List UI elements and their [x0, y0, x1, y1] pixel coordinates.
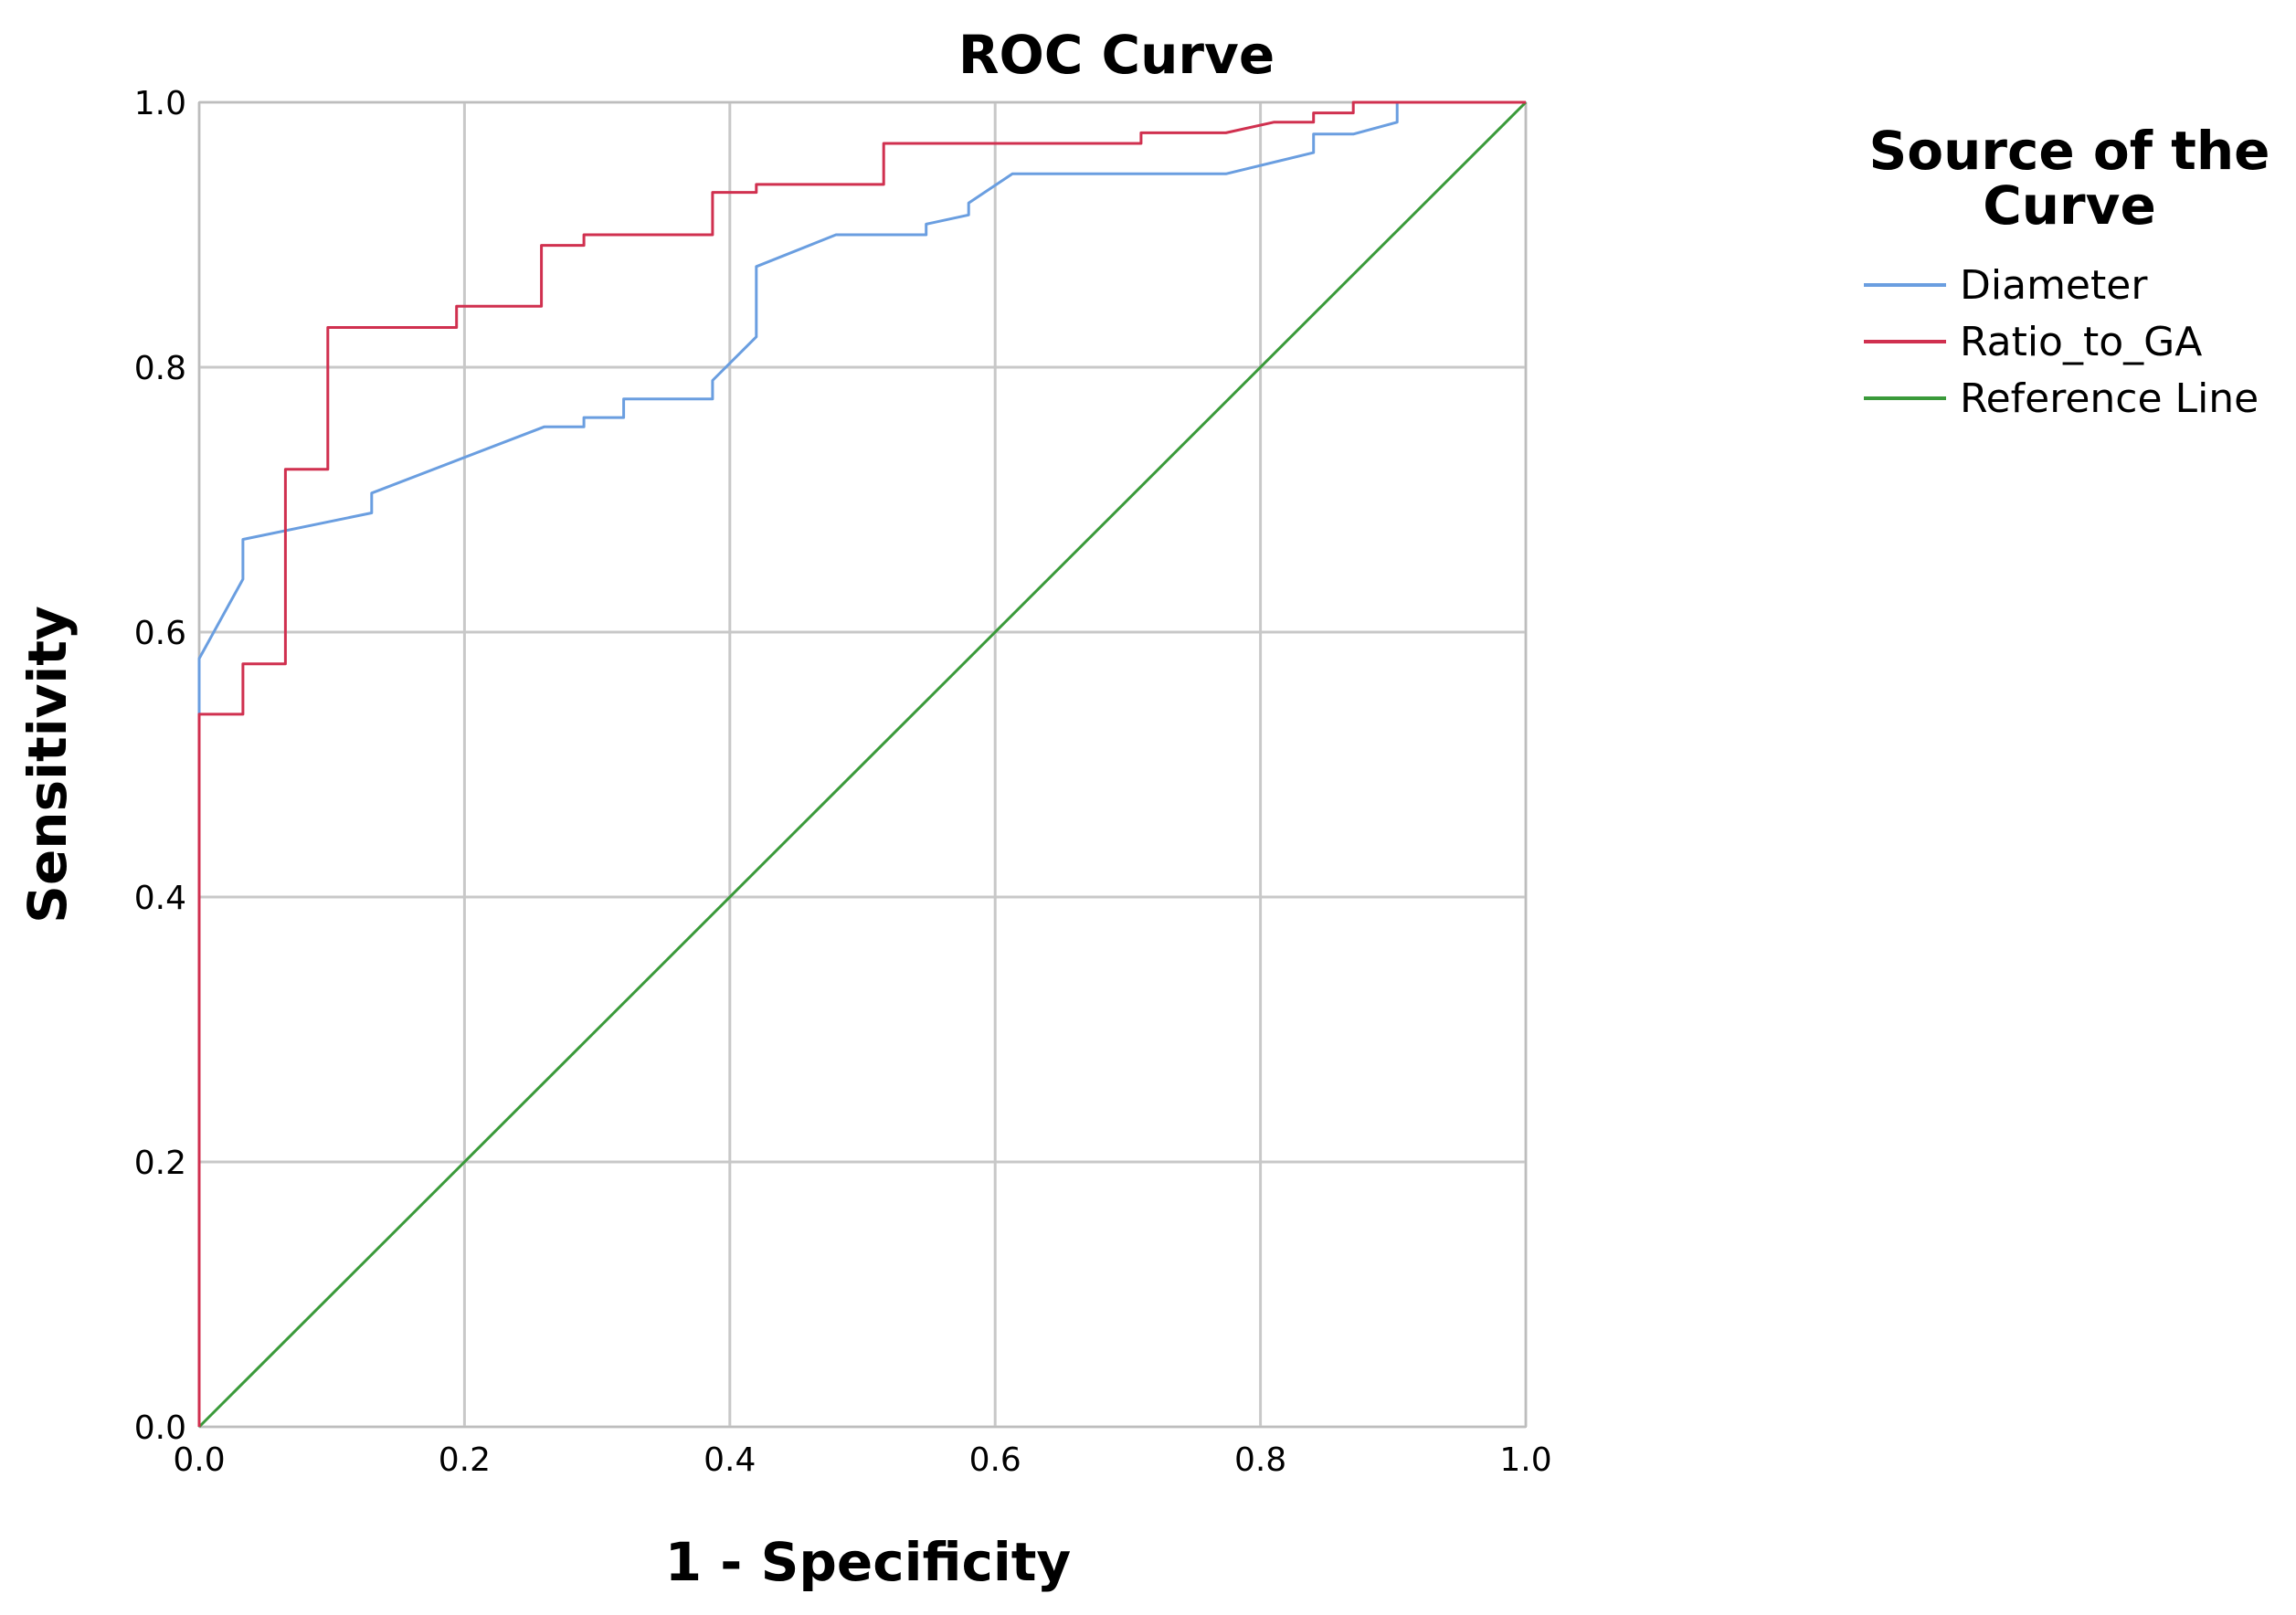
legend-label-reference-line: Reference Line	[1960, 375, 2259, 422]
series-line-ratio-to-ga	[197, 100, 1526, 1427]
x-tick-label: 0.8	[1234, 1441, 1286, 1479]
series-line-diameter	[197, 100, 1526, 1427]
y-tick-label: 0.2	[134, 1145, 186, 1182]
series-layer	[197, 100, 1528, 1429]
y-tick-label: 0.0	[134, 1409, 186, 1447]
x-tick-label: 0.2	[439, 1441, 491, 1479]
series-line-reference-line	[197, 100, 1528, 1429]
legend-items: Diameter Ratio_to_GA Reference Line	[1864, 262, 2259, 422]
legend-label-diameter: Diameter	[1960, 262, 2148, 309]
x-tick-labels: 0.0 0.2 0.4 0.6 0.8 1.0	[173, 1441, 1551, 1479]
chart-title: ROC Curve	[958, 24, 1275, 86]
legend-title-line-2: Curve	[1983, 174, 2156, 237]
x-tick-label: 0.0	[173, 1441, 225, 1479]
legend-label-ratio-to-ga: Ratio_to_GA	[1960, 319, 2202, 365]
x-axis-title: 1 - Specificity	[665, 1531, 1072, 1593]
y-tick-label: 0.4	[134, 880, 186, 917]
x-tick-label: 0.4	[704, 1441, 756, 1479]
y-tick-label: 1.0	[134, 85, 186, 122]
y-tick-label: 0.6	[134, 615, 186, 652]
legend: Source of the Curve Diameter Ratio_to_GA R…	[1864, 120, 2270, 422]
legend-title-line-1: Source of the	[1868, 120, 2270, 182]
x-tick-label: 0.6	[969, 1441, 1021, 1479]
y-tick-label: 0.8	[134, 350, 186, 387]
x-tick-label: 1.0	[1499, 1441, 1551, 1479]
y-tick-labels: 0.0 0.2 0.4 0.6 0.8 1.0	[134, 85, 186, 1447]
y-axis-title: Sensitivity	[16, 606, 79, 924]
